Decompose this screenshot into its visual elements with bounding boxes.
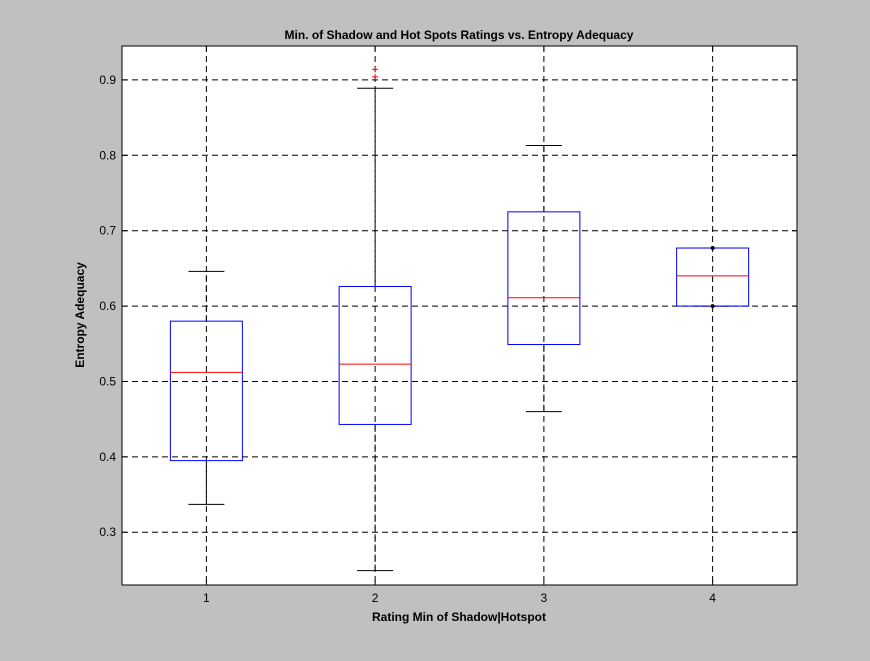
box-group-2 xyxy=(338,66,412,572)
x-axis-label: Rating Min of Shadow|Hotspot xyxy=(372,610,546,624)
box xyxy=(338,285,412,425)
box-group-3 xyxy=(507,145,581,413)
x-tick-label: 2 xyxy=(372,591,379,605)
axes-frame xyxy=(121,45,798,586)
y-tick-label: 0.4 xyxy=(99,450,116,464)
y-tick-label: 0.9 xyxy=(99,73,116,87)
box-marks xyxy=(169,66,750,572)
y-tick-label: 0.5 xyxy=(99,374,116,388)
box-group-4 xyxy=(676,246,750,309)
box xyxy=(169,320,243,462)
box xyxy=(507,211,581,346)
y-axis-label: Entropy Adequacy xyxy=(73,262,87,368)
x-tick-label: 1 xyxy=(203,591,210,605)
y-tick-label: 0.3 xyxy=(99,525,116,539)
axis-ticks: 0.3 0.4 0.5 0.6 0.7 0.8 0.9 1 2 3 4 xyxy=(99,46,797,605)
chart-title: Min. of Shadow and Hot Spots Ratings vs.… xyxy=(285,28,634,42)
y-tick-label: 0.8 xyxy=(99,148,116,162)
y-tick-label: 0.7 xyxy=(99,224,116,238)
box-group-1 xyxy=(169,270,243,505)
whisker-end-dot xyxy=(710,246,715,251)
whisker-end-dot xyxy=(710,304,715,309)
axes-background xyxy=(122,46,797,585)
x-tick-label: 3 xyxy=(541,591,548,605)
x-tick-label: 4 xyxy=(709,591,716,605)
y-tick-label: 0.6 xyxy=(99,299,116,313)
